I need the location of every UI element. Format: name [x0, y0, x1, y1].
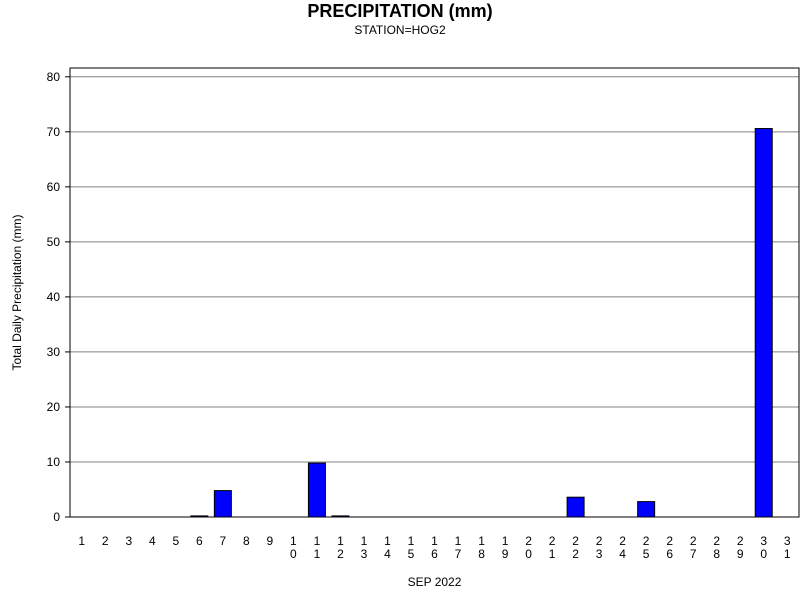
- x-tick-label: 1: [78, 534, 85, 548]
- x-tick-label: 1: [478, 534, 485, 548]
- x-tick-label: 4: [384, 547, 391, 561]
- x-tick-label: 7: [220, 534, 227, 548]
- x-tick-label: 6: [666, 547, 673, 561]
- y-tick-label: 80: [47, 70, 61, 84]
- x-tick-label: 6: [196, 534, 203, 548]
- x-axis-label: SEP 2022: [408, 575, 462, 589]
- x-tick-label: 2: [572, 534, 579, 548]
- x-tick-label: 8: [713, 547, 720, 561]
- x-axis: 1 2 3 4 5 6 7 8 9 1011121314151617181920212223242…: [78, 534, 790, 561]
- x-tick-label: 0: [760, 547, 767, 561]
- y-tick-label: 70: [47, 125, 61, 139]
- x-tick-label: 6: [431, 547, 438, 561]
- plot-frame: [69, 67, 800, 518]
- x-tick-label: 2: [337, 547, 344, 561]
- y-axis: 0 10 20 30 40 50 60 70 80: [47, 70, 70, 524]
- x-tick-label: 8: [478, 547, 485, 561]
- x-tick-label: 1: [314, 547, 321, 561]
- y-axis-label: Total Daily Precipitation (mm): [10, 214, 24, 370]
- y-tick-label: 20: [47, 400, 61, 414]
- y-tick-label: 30: [47, 345, 61, 359]
- x-tick-label: 5: [408, 547, 415, 561]
- bar-series: [190, 128, 773, 518]
- x-tick-label: 3: [784, 534, 791, 548]
- x-tick-label: 1: [337, 534, 344, 548]
- x-tick-label: 1: [455, 534, 462, 548]
- y-tick-label: 0: [53, 510, 60, 524]
- x-tick-label: 1: [408, 534, 415, 548]
- x-tick-label: 8: [243, 534, 250, 548]
- y-tick-label: 40: [47, 290, 61, 304]
- x-tick-label: 1: [361, 534, 368, 548]
- x-tick-label: 7: [690, 547, 697, 561]
- x-tick-label: 4: [619, 547, 626, 561]
- x-tick-label: 2: [666, 534, 673, 548]
- x-tick-label: 0: [290, 547, 297, 561]
- chart-title: PRECIPITATION (mm): [307, 1, 493, 21]
- x-tick-label: 1: [384, 534, 391, 548]
- y-tick-label: 60: [47, 180, 61, 194]
- x-tick-label: 2: [619, 534, 626, 548]
- x-tick-label: 0: [525, 547, 532, 561]
- x-tick-label: 9: [267, 534, 274, 548]
- x-tick-label: 2: [643, 534, 650, 548]
- x-tick-label: 1: [290, 534, 297, 548]
- x-tick-label: 3: [596, 547, 603, 561]
- chart-subtitle: STATION=HOG2: [354, 23, 446, 37]
- x-tick-label: 3: [760, 534, 767, 548]
- x-tick-label: 2: [596, 534, 603, 548]
- x-tick-label: 1: [502, 534, 509, 548]
- x-tick-label: 2: [525, 534, 532, 548]
- y-tick-label: 50: [47, 235, 61, 249]
- gridlines: [70, 76, 799, 463]
- bar: [307, 462, 326, 518]
- x-tick-label: 2: [737, 534, 744, 548]
- x-tick-label: 2: [713, 534, 720, 548]
- x-tick-label: 2: [572, 547, 579, 561]
- x-tick-label: 5: [643, 547, 650, 561]
- x-tick-label: 9: [737, 547, 744, 561]
- x-tick-label: 2: [549, 534, 556, 548]
- y-tick-label: 10: [47, 455, 61, 469]
- x-tick-label: 2: [690, 534, 697, 548]
- x-tick-label: 4: [149, 534, 156, 548]
- x-tick-label: 1: [784, 547, 791, 561]
- bar: [637, 501, 656, 518]
- x-tick-label: 1: [549, 547, 556, 561]
- x-tick-label: 2: [102, 534, 109, 548]
- x-tick-label: 9: [502, 547, 509, 561]
- x-tick-label: 3: [125, 534, 132, 548]
- x-tick-label: 7: [455, 547, 462, 561]
- x-tick-label: 1: [314, 534, 321, 548]
- bar: [566, 496, 585, 518]
- bar: [754, 128, 773, 518]
- x-tick-label: 5: [172, 534, 179, 548]
- bar: [213, 490, 232, 518]
- x-tick-label: 3: [361, 547, 368, 561]
- x-tick-label: 1: [431, 534, 438, 548]
